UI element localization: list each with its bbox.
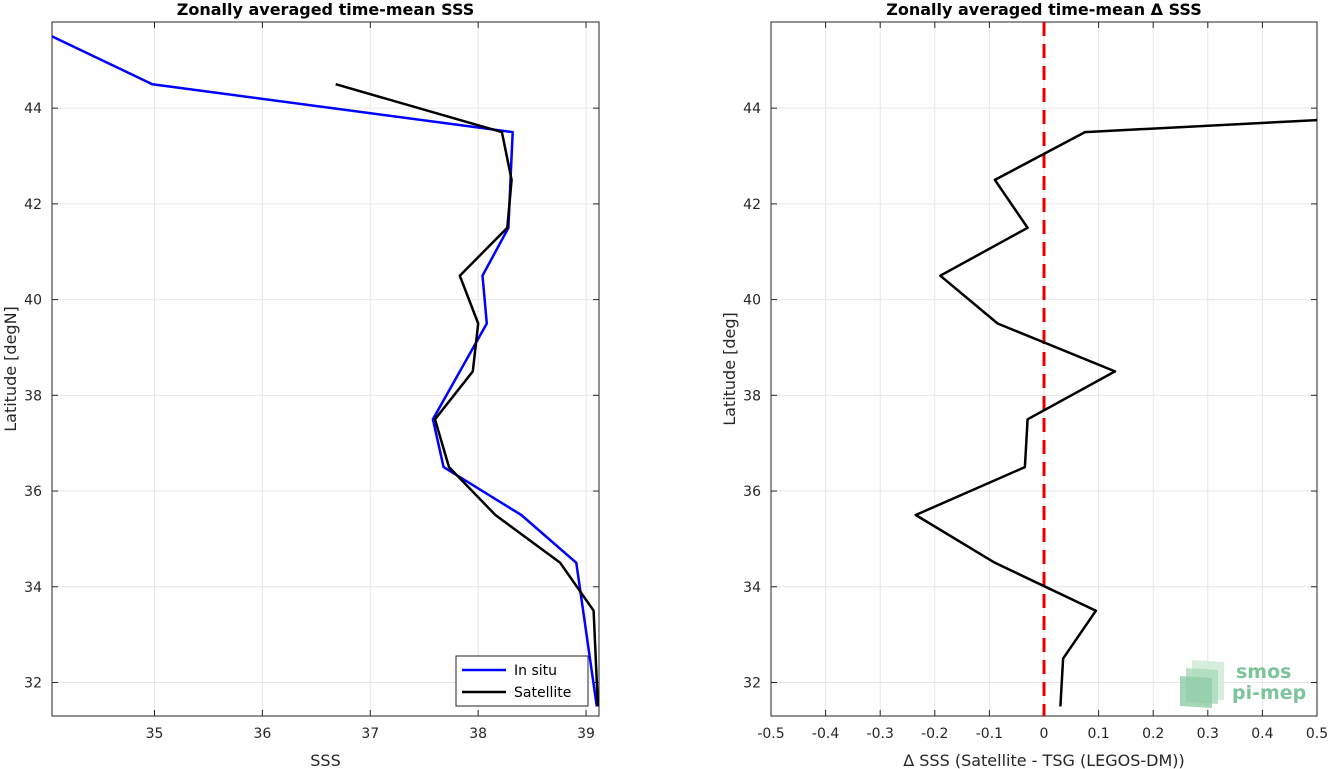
x-tick-label: 0 <box>1040 726 1049 742</box>
y-axis-label: Latitude [degN] <box>1 306 20 432</box>
series-line-in-situ <box>52 35 599 707</box>
logo-emblem-icon <box>1180 660 1224 708</box>
y-tick-label: 38 <box>743 388 761 404</box>
y-tick-label: 42 <box>24 197 42 213</box>
y-tick-label: 36 <box>743 484 761 500</box>
x-tick-label: 38 <box>469 726 487 742</box>
y-tick-label: 34 <box>743 580 761 596</box>
x-tick-label: 0.2 <box>1142 726 1164 742</box>
right-panel-delta-sss: -0.5 -0.4 -0.3 -0.2 -0.1 0 0.1 0.2 0.3 0.4 0.5 32 34… <box>720 0 1328 769</box>
x-tick-label: 37 <box>361 726 379 742</box>
y-tick-label: 36 <box>24 484 42 500</box>
x-tick-label: 0.3 <box>1197 726 1219 742</box>
x-axis-label: Δ SSS (Satellite - TSG (LEGOS-DM)) <box>903 751 1185 769</box>
smos-pi-mep-logo: smos pi-mep <box>1180 660 1306 708</box>
logo-line-2: pi-mep <box>1232 682 1306 704</box>
x-tick-label: 39 <box>577 726 595 742</box>
x-tick-label: 36 <box>253 726 271 742</box>
x-tick-label: 0.4 <box>1251 726 1273 742</box>
y-axis-label: Latitude [deg] <box>720 312 739 426</box>
y-tick-label: 40 <box>743 293 761 309</box>
y-tick-label: 44 <box>24 101 42 117</box>
x-tick-label: -0.2 <box>921 726 948 742</box>
series-line-delta-sss <box>914 118 1317 707</box>
y-tick-label: 44 <box>743 101 761 117</box>
legend-box <box>455 655 589 707</box>
chart-title: Zonally averaged time-mean SSS <box>177 0 475 19</box>
x-tick-label: -0.1 <box>976 726 1003 742</box>
chart-title: Zonally averaged time-mean Δ SSS <box>886 0 1202 19</box>
y-tick-label: 38 <box>24 388 42 404</box>
x-tick-label: 0.1 <box>1087 726 1109 742</box>
x-tick-label: -0.5 <box>757 726 784 742</box>
y-tick-label: 32 <box>743 675 761 691</box>
logo-line-1: smos <box>1236 661 1291 683</box>
y-tick-label: 32 <box>24 675 42 691</box>
x-tick-label: 35 <box>146 726 164 742</box>
axes-frame <box>51 21 600 717</box>
y-tick-label: 40 <box>24 293 42 309</box>
x-axis-label: SSS <box>310 751 340 769</box>
x-tick-label: 0.5 <box>1306 726 1328 742</box>
legend-label: Satellite <box>514 685 571 701</box>
left-panel-sss: 35 36 37 38 39 32 34 36 38 40 42 44 Zonally averaged… <box>1 0 600 769</box>
x-tick-label: -0.3 <box>867 726 894 742</box>
y-tick-label: 34 <box>24 580 42 596</box>
x-tick-label: -0.4 <box>812 726 839 742</box>
series-line-satellite <box>335 82 599 707</box>
y-tick-label: 42 <box>743 197 761 213</box>
legend-label: In situ <box>514 663 557 679</box>
